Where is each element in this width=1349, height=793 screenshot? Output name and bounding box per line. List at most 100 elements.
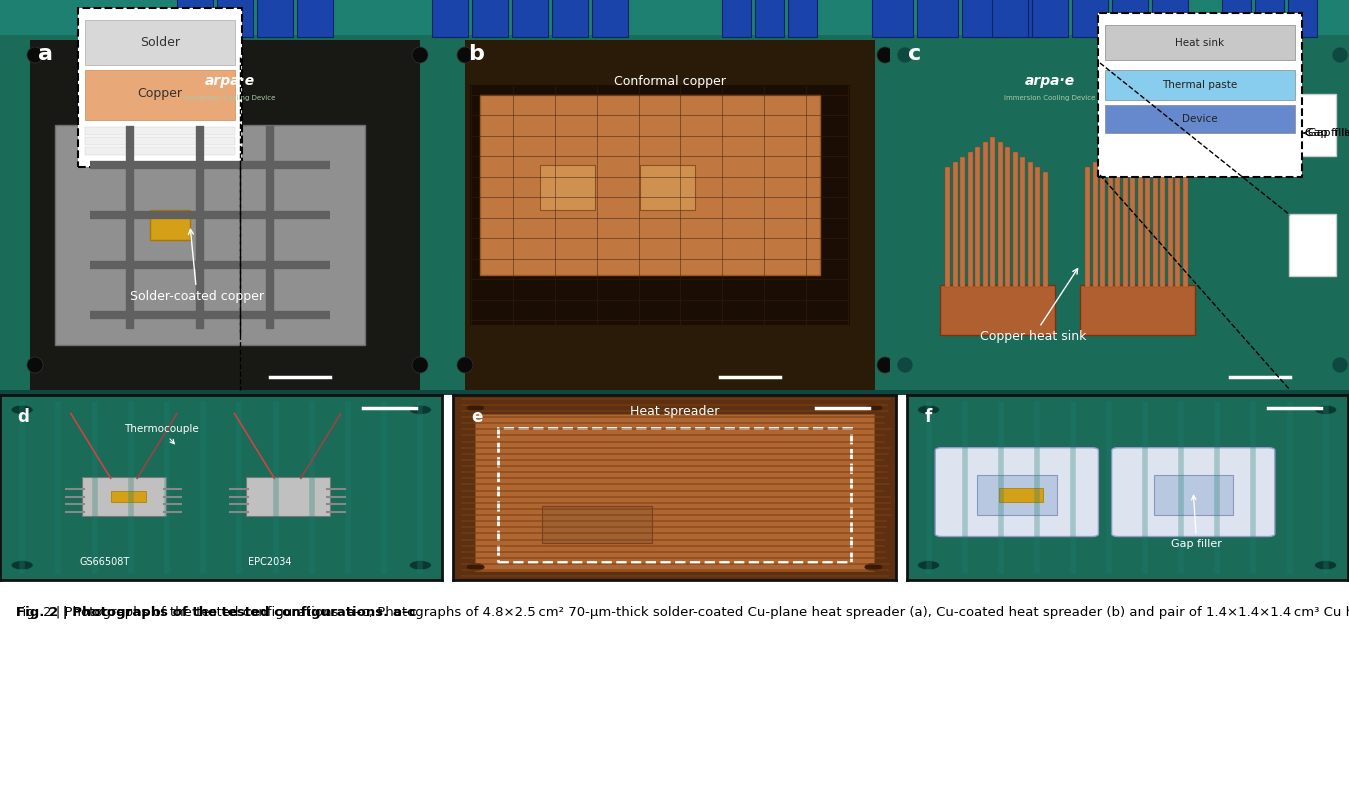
Text: Gap filler: Gap filler — [1304, 128, 1349, 138]
Circle shape — [411, 357, 428, 373]
Circle shape — [11, 561, 34, 570]
Bar — [1145, 147, 1149, 287]
Bar — [420, 40, 451, 390]
FancyBboxPatch shape — [1290, 94, 1336, 156]
Text: d: d — [18, 408, 30, 426]
Circle shape — [457, 47, 473, 63]
Bar — [1043, 172, 1048, 287]
Bar — [1005, 147, 1010, 287]
Text: Copper heat sink: Copper heat sink — [979, 269, 1086, 343]
Text: Heat spreader: Heat spreader — [630, 405, 719, 419]
Bar — [1116, 147, 1120, 287]
Bar — [1028, 162, 1032, 287]
Bar — [992, 0, 1028, 37]
Bar — [788, 0, 817, 37]
Text: Solder-coated copper: Solder-coated copper — [130, 229, 264, 303]
FancyBboxPatch shape — [1098, 13, 1302, 177]
Text: e: e — [471, 408, 483, 426]
Circle shape — [1331, 357, 1348, 373]
Bar — [55, 125, 366, 345]
FancyBboxPatch shape — [246, 477, 329, 516]
Bar — [85, 70, 235, 120]
Bar — [1105, 25, 1295, 60]
Bar — [177, 0, 213, 37]
Bar — [871, 0, 913, 37]
Text: Fig. 2 | Photographs of the tested configurations. a–c: Fig. 2 | Photographs of the tested confi… — [16, 606, 417, 619]
Bar — [1032, 0, 1068, 37]
Circle shape — [27, 357, 43, 373]
Text: Thermal paste: Thermal paste — [1163, 80, 1237, 90]
Text: arpa·e: arpa·e — [1025, 74, 1075, 88]
Bar — [1152, 152, 1157, 287]
Bar — [1175, 167, 1180, 287]
Bar — [472, 0, 509, 37]
Bar — [540, 165, 595, 210]
Circle shape — [11, 405, 34, 415]
Text: Solder: Solder — [140, 36, 179, 48]
Bar — [967, 152, 973, 287]
Bar — [1137, 142, 1143, 287]
Circle shape — [1331, 47, 1348, 63]
Circle shape — [917, 561, 940, 570]
Bar — [469, 85, 850, 325]
Bar — [1108, 152, 1113, 287]
Text: b: b — [468, 44, 484, 64]
Text: Immersion Cooling Device: Immersion Cooling Device — [1004, 95, 1095, 101]
Text: GS66508T: GS66508T — [80, 557, 130, 567]
Bar — [85, 127, 235, 135]
Circle shape — [877, 357, 893, 373]
FancyBboxPatch shape — [1112, 448, 1275, 537]
Text: arpa·e: arpa·e — [205, 74, 255, 88]
Bar — [722, 0, 751, 37]
Bar — [1130, 137, 1135, 287]
Bar — [0, 375, 1349, 395]
Text: EPC2034: EPC2034 — [248, 557, 291, 567]
Bar — [1013, 152, 1017, 287]
Circle shape — [917, 405, 940, 415]
FancyBboxPatch shape — [935, 448, 1098, 537]
Bar — [475, 413, 874, 571]
Bar — [1112, 0, 1148, 37]
Text: Thermocouple: Thermocouple — [124, 424, 198, 444]
FancyBboxPatch shape — [82, 477, 166, 516]
Bar — [85, 137, 235, 145]
Bar — [890, 40, 1349, 390]
Circle shape — [467, 563, 484, 571]
Bar — [1122, 142, 1128, 287]
Text: Device: Device — [1182, 114, 1218, 124]
Circle shape — [409, 561, 432, 570]
Text: Gap filler: Gap filler — [1309, 128, 1349, 138]
Bar — [997, 142, 1002, 287]
Circle shape — [457, 357, 473, 373]
Bar — [0, 40, 451, 390]
Bar — [451, 40, 465, 390]
Text: f: f — [924, 408, 931, 426]
Bar — [1153, 474, 1233, 515]
Bar — [990, 137, 996, 287]
Bar — [1183, 172, 1187, 287]
Bar — [1072, 0, 1108, 37]
Text: Fig. 2 | Photographs of the tested configurations. a–c, Photographs of 4.8×2.5 c: Fig. 2 | Photographs of the tested confi… — [16, 606, 1349, 619]
Text: Gap filler: Gap filler — [1171, 496, 1222, 549]
Bar — [975, 147, 979, 287]
Bar — [1085, 167, 1090, 287]
Bar — [217, 0, 254, 37]
Bar — [451, 40, 890, 390]
Bar — [1035, 167, 1040, 287]
Bar — [639, 165, 695, 210]
Bar — [917, 0, 958, 37]
Bar — [1152, 0, 1188, 37]
Bar — [1105, 70, 1295, 100]
Text: a: a — [38, 44, 53, 64]
Bar — [876, 40, 890, 390]
Bar — [542, 506, 653, 543]
Circle shape — [897, 47, 913, 63]
Bar — [1093, 162, 1098, 287]
Bar — [940, 285, 1055, 335]
Bar — [1288, 0, 1317, 37]
Text: c: c — [908, 44, 921, 64]
Bar — [1167, 162, 1172, 287]
Text: Immersion Cooling Device: Immersion Cooling Device — [185, 95, 275, 101]
Bar — [1222, 0, 1251, 37]
Bar — [977, 474, 1056, 515]
